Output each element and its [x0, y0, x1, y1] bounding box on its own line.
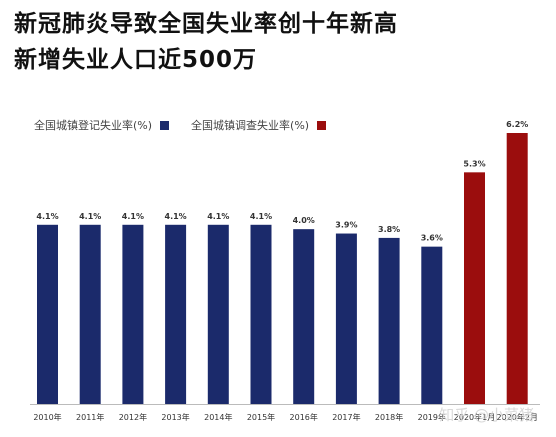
chart-legend: 全国城镇登记失业率(%) 全国城镇调查失业率(%): [34, 117, 348, 133]
x-tick-label: 2016年: [290, 412, 318, 422]
bar-value-label: 4.1%: [165, 212, 187, 221]
bar-value-label: 5.3%: [463, 159, 485, 168]
legend-swatch-registered: [160, 120, 170, 130]
bar: [79, 224, 101, 404]
bar-value-label: 4.1%: [79, 212, 101, 221]
x-tick-label: 2020年1月: [454, 412, 495, 422]
chart-title-line-2: 新增失业人口近500万: [14, 47, 258, 73]
legend-item-surveyed: 全国城镇调查失业率(%): [191, 117, 327, 133]
x-tick-label: 2013年: [161, 412, 189, 422]
bar: [335, 233, 357, 404]
bar: [506, 133, 528, 404]
x-tick-label: 2012年: [119, 412, 147, 422]
bar-value-label: 3.8%: [378, 225, 400, 234]
bar: [378, 237, 400, 404]
bar: [293, 229, 315, 404]
x-tick-label: 2017年: [332, 412, 360, 422]
bar: [421, 246, 443, 404]
bar: [165, 224, 187, 404]
bar: [250, 224, 272, 404]
bar: [37, 224, 58, 404]
legend-item-registered: 全国城镇登记失业率(%): [34, 117, 170, 133]
bar: [122, 224, 144, 404]
x-tick-label: 2010年: [33, 412, 61, 422]
bar-value-label: 3.9%: [335, 221, 357, 230]
bar: [207, 224, 229, 404]
x-tick-label: 2020年2月: [496, 412, 537, 422]
chart-title-line-1: 新冠肺炎导致全国失业率创十年新高: [14, 11, 398, 37]
x-tick-label: 2019年: [418, 412, 446, 422]
watermark: 知乎 @小菜猪: [439, 406, 534, 424]
bar: [464, 172, 485, 404]
bar-value-label: 4.0%: [293, 216, 315, 225]
bar-value-label: 6.2%: [506, 120, 528, 129]
bar-value-label: 4.1%: [122, 212, 144, 221]
x-tick-label: 2018年: [375, 412, 403, 422]
bar-value-label: 4.1%: [250, 212, 272, 221]
x-tick-label: 2015年: [247, 412, 275, 422]
bar-value-label: 3.6%: [421, 234, 443, 243]
bar-value-label: 4.1%: [207, 212, 229, 221]
chart-title-block: 新冠肺炎导致全国失业率创十年新高 新增失业人口近500万: [14, 6, 544, 78]
x-tick-label: 2014年: [204, 412, 232, 422]
legend-label-registered: 全国城镇登记失业率(%): [34, 119, 153, 132]
legend-label-surveyed: 全国城镇调查失业率(%): [191, 119, 310, 132]
bar-value-label: 4.1%: [36, 212, 58, 221]
legend-swatch-surveyed: [317, 120, 327, 130]
x-tick-label: 2011年: [76, 412, 104, 422]
